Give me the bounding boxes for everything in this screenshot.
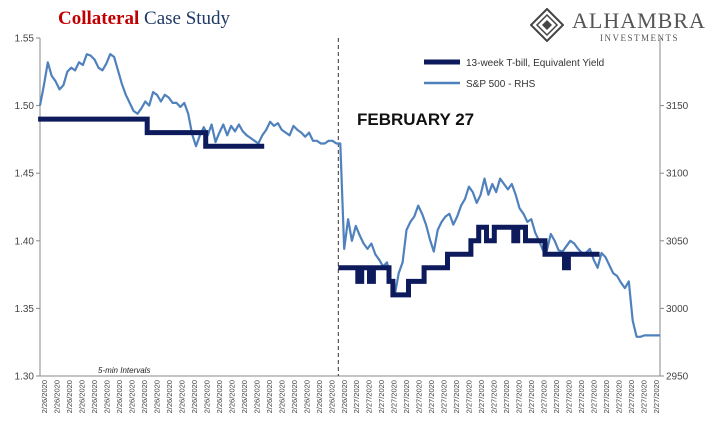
logo-subtitle: INVESTMENTS [600, 33, 679, 43]
x-tick-label: 2/27/2020 [440, 380, 449, 413]
right-tick-label: 3050 [666, 236, 689, 247]
x-tick-label: 2/26/2020 [202, 380, 211, 413]
x-tick-label: 2/26/2020 [190, 380, 199, 413]
x-tick-label: 2/27/2020 [452, 380, 461, 413]
x-tick-label: 2/26/2020 [215, 380, 224, 413]
x-tick-label: 2/26/2020 [327, 380, 336, 413]
series-line-tbill [38, 116, 600, 298]
x-tick-label: 2/27/2020 [415, 380, 424, 413]
x-tick-label: 2/27/2020 [377, 380, 386, 413]
x-tick-label: 2/27/2020 [427, 380, 436, 413]
x-tick-label: 2/26/2020 [290, 380, 299, 413]
right-tick-label: 3150 [666, 101, 689, 112]
x-tick-label: 2/26/2020 [102, 380, 111, 413]
x-tick-label: 2/26/2020 [152, 380, 161, 413]
legend-label-spx: S&P 500 - RHS [466, 79, 536, 90]
x-tick-label: 2/26/2020 [302, 380, 311, 413]
logo-diamond-icon [530, 8, 564, 42]
x-tick-label: 2/27/2020 [540, 380, 549, 413]
chart-axes [39, 38, 661, 377]
x-tick-label: 2/26/2020 [65, 380, 74, 413]
x-axis-ticks: 2/26/2020 2/26/2020 2/26/2020 2/26/2020 2/26… [40, 380, 661, 413]
right-tick-label: 3000 [666, 304, 689, 315]
x-tick-label: 2/27/2020 [615, 380, 624, 413]
x-tick-label: 2/27/2020 [552, 380, 561, 413]
x-tick-label: 2/27/2020 [527, 380, 536, 413]
february-27-annotation: FEBRUARY 27 [357, 110, 474, 129]
x-tick-label: 2/27/2020 [602, 380, 611, 413]
left-axis-ticks: 1.30 1.35 1.40 1.45 1.50 1.55 [15, 34, 40, 383]
x-tick-label: 2/27/2020 [402, 380, 411, 413]
left-tick-label: 1.35 [15, 304, 35, 315]
x-tick-label: 2/26/2020 [277, 380, 286, 413]
left-tick-label: 1.55 [15, 34, 35, 45]
right-tick-label: 3100 [666, 169, 689, 180]
x-tick-label: 2/26/2020 [265, 380, 274, 413]
interval-note: 5-min Intervals [98, 366, 150, 375]
x-tick-label: 2/26/2020 [177, 380, 186, 413]
brand-logo: ALHAMBRA INVESTMENTS [528, 6, 705, 46]
x-tick-label: 2/27/2020 [640, 380, 649, 413]
x-tick-label: 2/27/2020 [465, 380, 474, 413]
left-tick-label: 1.30 [15, 372, 35, 383]
x-tick-label: 2/27/2020 [577, 380, 586, 413]
x-tick-label: 2/27/2020 [502, 380, 511, 413]
x-tick-label: 2/26/2020 [115, 380, 124, 413]
right-axis-ticks: 2950 3000 3050 3100 3150 [660, 101, 689, 383]
right-tick-label: 2950 [666, 372, 689, 383]
x-tick-label: 2/26/2020 [227, 380, 236, 413]
left-tick-label: 1.45 [15, 169, 35, 180]
x-tick-label: 2/27/2020 [515, 380, 524, 413]
chart-title-part2: Case Study [139, 8, 231, 29]
legend-label-tbill: 13-week T-bill, Equivalent Yield [466, 58, 604, 69]
chart-title: Collateral Case Study [58, 8, 230, 30]
x-tick-label: 2/26/2020 [140, 380, 149, 413]
x-tick-label: 2/26/2020 [315, 380, 324, 413]
x-tick-label: 2/26/2020 [252, 380, 261, 413]
x-tick-label: 2/27/2020 [490, 380, 499, 413]
left-tick-label: 1.40 [15, 236, 35, 247]
x-tick-label: 2/26/2020 [90, 380, 99, 413]
x-tick-label: 2/27/2020 [365, 380, 374, 413]
x-tick-label: 2/26/2020 [40, 380, 49, 413]
left-tick-label: 1.50 [15, 101, 35, 112]
x-tick-label: 2/26/2020 [340, 380, 349, 413]
x-tick-label: 2/27/2020 [565, 380, 574, 413]
chart-title-part1: Collateral [58, 8, 140, 29]
x-tick-label: 2/26/2020 [77, 380, 86, 413]
x-tick-label: 2/27/2020 [590, 380, 599, 413]
x-tick-label: 2/27/2020 [352, 380, 361, 413]
series-line-spx [38, 53, 660, 338]
x-tick-label: 2/27/2020 [477, 380, 486, 413]
x-tick-label: 2/26/2020 [240, 380, 249, 413]
x-tick-label: 2/26/2020 [165, 380, 174, 413]
logo-name: ALHAMBRA [572, 8, 705, 33]
x-tick-label: 2/27/2020 [627, 380, 636, 413]
x-tick-label: 2/27/2020 [652, 380, 661, 413]
x-tick-label: 2/26/2020 [52, 380, 61, 413]
legend: 13-week T-bill, Equivalent Yield S&P 500… [424, 58, 604, 90]
x-tick-label: 2/27/2020 [390, 380, 399, 413]
x-tick-label: 2/26/2020 [127, 380, 136, 413]
